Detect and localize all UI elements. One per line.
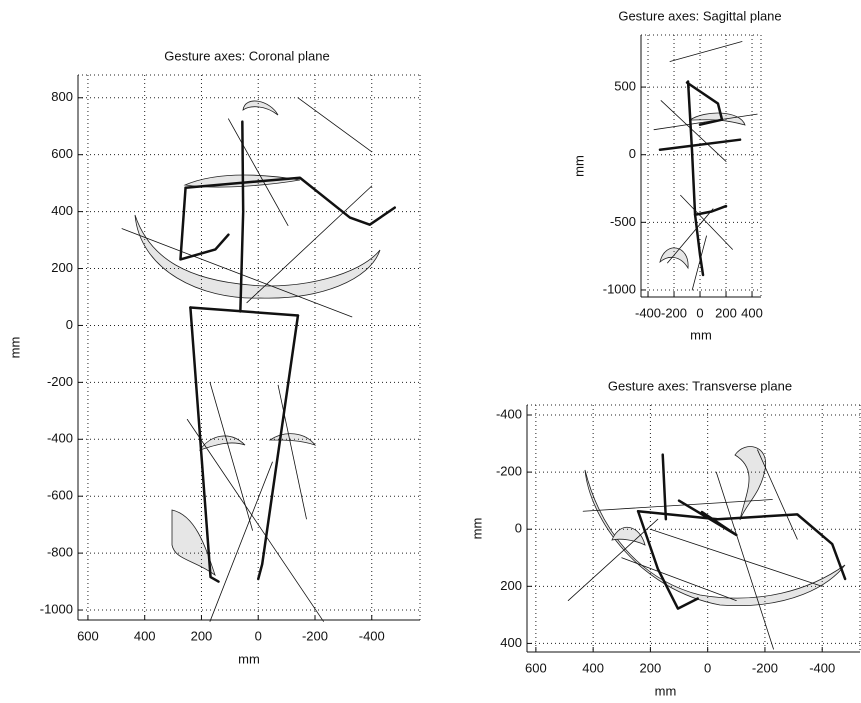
skeleton-line — [667, 208, 714, 264]
y-tick-label: 0 — [66, 317, 73, 332]
skeleton-line — [661, 453, 668, 521]
gesture-shape — [268, 433, 317, 446]
gesture-shape — [242, 100, 279, 116]
x-tick-label: 200 — [715, 305, 737, 320]
x-axis-label: mm — [655, 683, 677, 698]
chart-title: Gesture axes: Sagittal plane — [618, 8, 781, 23]
x-tick-label: 0 — [696, 305, 703, 320]
chart-title: Gesture axes: Transverse plane — [608, 378, 792, 393]
y-tick-label: 500 — [614, 79, 636, 94]
x-tick-label: 400 — [582, 660, 604, 675]
skeleton-line — [297, 97, 373, 153]
skeleton-line — [653, 113, 758, 131]
y-tick-label: 0 — [515, 521, 522, 536]
skeleton-line — [246, 185, 373, 304]
y-tick-label: -400 — [47, 431, 73, 446]
skeleton-line — [693, 204, 728, 217]
y-tick-label: -1000 — [40, 601, 73, 616]
skeleton-line — [658, 138, 742, 151]
skeleton-line — [686, 80, 705, 277]
skeleton-line — [209, 381, 253, 531]
x-tick-label: -200 — [302, 628, 328, 643]
skeleton-line — [239, 120, 245, 313]
skeleton-line — [685, 81, 724, 126]
x-tick-label: -200 — [661, 305, 687, 320]
skeleton-line — [228, 118, 289, 226]
skeleton-line — [256, 314, 300, 581]
gesture-shape — [659, 247, 689, 270]
skeleton-line — [567, 518, 659, 602]
skeleton-line — [650, 528, 823, 587]
skeleton-line — [582, 499, 773, 512]
y-axis-label: mm — [7, 337, 22, 359]
y-tick-label: 400 — [51, 203, 73, 218]
skeleton-line — [757, 449, 798, 540]
y-tick-label: 800 — [51, 89, 73, 104]
y-tick-label: 0 — [629, 146, 636, 161]
x-tick-label: 600 — [77, 628, 99, 643]
skeleton-line — [121, 228, 353, 318]
gesture-shape — [688, 112, 746, 126]
skeleton-line — [680, 194, 733, 250]
skeleton-line — [691, 235, 707, 291]
x-axis-label: mm — [690, 327, 712, 342]
x-tick-label: 200 — [191, 628, 213, 643]
y-tick-label: -1000 — [603, 281, 636, 296]
x-tick-label: -200 — [752, 660, 778, 675]
skeleton-line — [277, 384, 307, 520]
x-tick-label: -400 — [359, 628, 385, 643]
y-tick-label: -200 — [496, 464, 522, 479]
gesture-shape — [134, 214, 381, 299]
y-tick-label: -500 — [610, 214, 636, 229]
x-tick-label: -400 — [635, 305, 661, 320]
skeleton-line — [636, 509, 699, 610]
skeleton-line — [189, 306, 220, 583]
y-axis-label: mm — [571, 155, 586, 177]
x-tick-label: 600 — [525, 660, 547, 675]
skeleton-line — [179, 186, 230, 261]
gesture-shape — [584, 469, 846, 607]
y-axis-label: mm — [469, 518, 484, 540]
gesture-shapes — [134, 100, 846, 607]
y-tick-label: 200 — [51, 260, 73, 275]
x-tick-label: 400 — [134, 628, 156, 643]
x-tick-label: 400 — [741, 305, 763, 320]
x-tick-label: 0 — [255, 628, 262, 643]
skeleton-line — [669, 41, 743, 62]
y-tick-label: -400 — [496, 406, 522, 421]
skeleton-line — [189, 306, 300, 317]
x-axis-label: mm — [238, 651, 260, 666]
skeleton-line — [209, 461, 273, 622]
skeleton-line — [636, 509, 847, 581]
gesture-shape — [199, 435, 246, 451]
x-tick-label: 200 — [640, 660, 662, 675]
gesture-shape — [171, 509, 216, 577]
skeleton-line — [186, 418, 324, 622]
chart-title: Gesture axes: Coronal plane — [164, 48, 329, 63]
x-tick-label: 0 — [704, 660, 711, 675]
y-tick-label: 400 — [500, 635, 522, 650]
skeleton-line — [184, 176, 396, 226]
gesture-shape — [611, 527, 646, 546]
y-tick-label: -800 — [47, 545, 73, 560]
y-tick-label: -600 — [47, 488, 73, 503]
y-tick-label: 200 — [500, 578, 522, 593]
skeleton-line — [621, 557, 737, 602]
gesture-shape — [734, 446, 767, 521]
skeleton-line — [660, 100, 727, 162]
y-tick-label: 600 — [51, 146, 73, 161]
x-tick-label: -400 — [809, 660, 835, 675]
y-tick-label: -200 — [47, 374, 73, 389]
